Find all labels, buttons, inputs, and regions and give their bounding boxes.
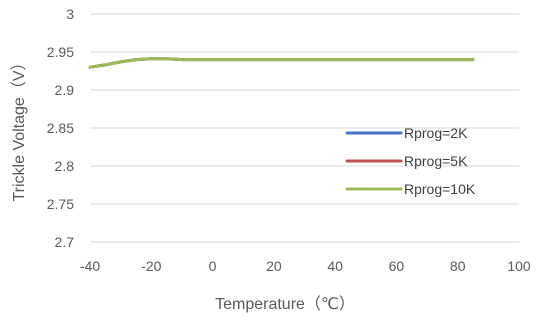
y-tick-label: 2.9 xyxy=(55,82,75,98)
series-lines xyxy=(88,57,475,69)
x-axis-title: Temperature（℃） xyxy=(215,295,355,313)
x-tick-label: 40 xyxy=(327,258,343,274)
y-tick-label: 2.7 xyxy=(55,234,75,250)
x-tick-label: -20 xyxy=(141,258,161,274)
x-tick-labels: -40 -20 0 20 40 60 80 100 xyxy=(80,258,531,274)
grid-lines xyxy=(90,13,519,243)
legend-label-3: Rprog=10K xyxy=(404,181,476,197)
x-tick-label: 80 xyxy=(450,258,466,274)
y-tick-label: 2.85 xyxy=(47,120,74,136)
y-tick-label: 2.8 xyxy=(55,158,75,174)
legend-label-1: Rprog=2K xyxy=(404,125,468,141)
x-tick-label: 20 xyxy=(266,258,282,274)
x-tick-label: 60 xyxy=(389,258,405,274)
y-tick-label: 2.75 xyxy=(47,196,74,212)
y-tick-label: 3 xyxy=(66,6,74,22)
x-tick-label: 100 xyxy=(507,258,531,274)
legend: Rprog=2K Rprog=5K Rprog=10K xyxy=(345,125,476,197)
y-axis-title: Trickle Voltage（V） xyxy=(10,54,28,201)
x-tick-label: -40 xyxy=(80,258,100,274)
legend-label-2: Rprog=5K xyxy=(404,153,468,169)
y-tick-label: 2.95 xyxy=(47,44,74,60)
y-tick-labels: 2.7 2.75 2.8 2.85 2.9 2.95 3 xyxy=(47,6,74,250)
series-line-3 xyxy=(88,57,475,69)
x-tick-label: 0 xyxy=(209,258,217,274)
